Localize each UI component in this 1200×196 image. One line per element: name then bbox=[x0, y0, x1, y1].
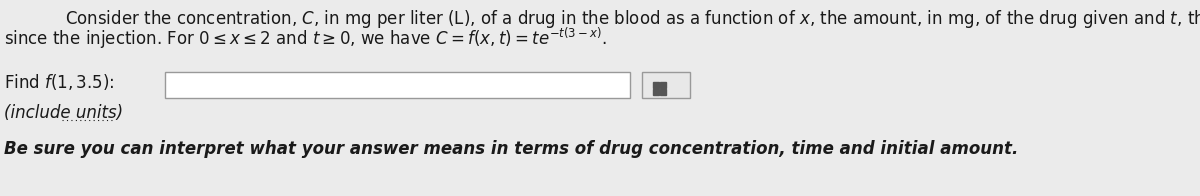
Text: Be sure you can interpret what your answer means in terms of drug concentration,: Be sure you can interpret what your answ… bbox=[4, 140, 1019, 158]
Bar bbox=[166, 72, 630, 98]
Bar bbox=[642, 72, 690, 98]
Text: (include units): (include units) bbox=[4, 104, 124, 122]
Text: Find $f(1, 3.5)$:: Find $f(1, 3.5)$: bbox=[4, 72, 115, 92]
Text: since the injection. For $0 \leq x \leq 2$ and $t \geq 0$, we have $C = f(x,t) =: since the injection. For $0 \leq x \leq … bbox=[4, 26, 607, 51]
Text: Consider the concentration, $C$, in mg per liter (L), of a drug in the blood as : Consider the concentration, $C$, in mg p… bbox=[65, 8, 1200, 30]
